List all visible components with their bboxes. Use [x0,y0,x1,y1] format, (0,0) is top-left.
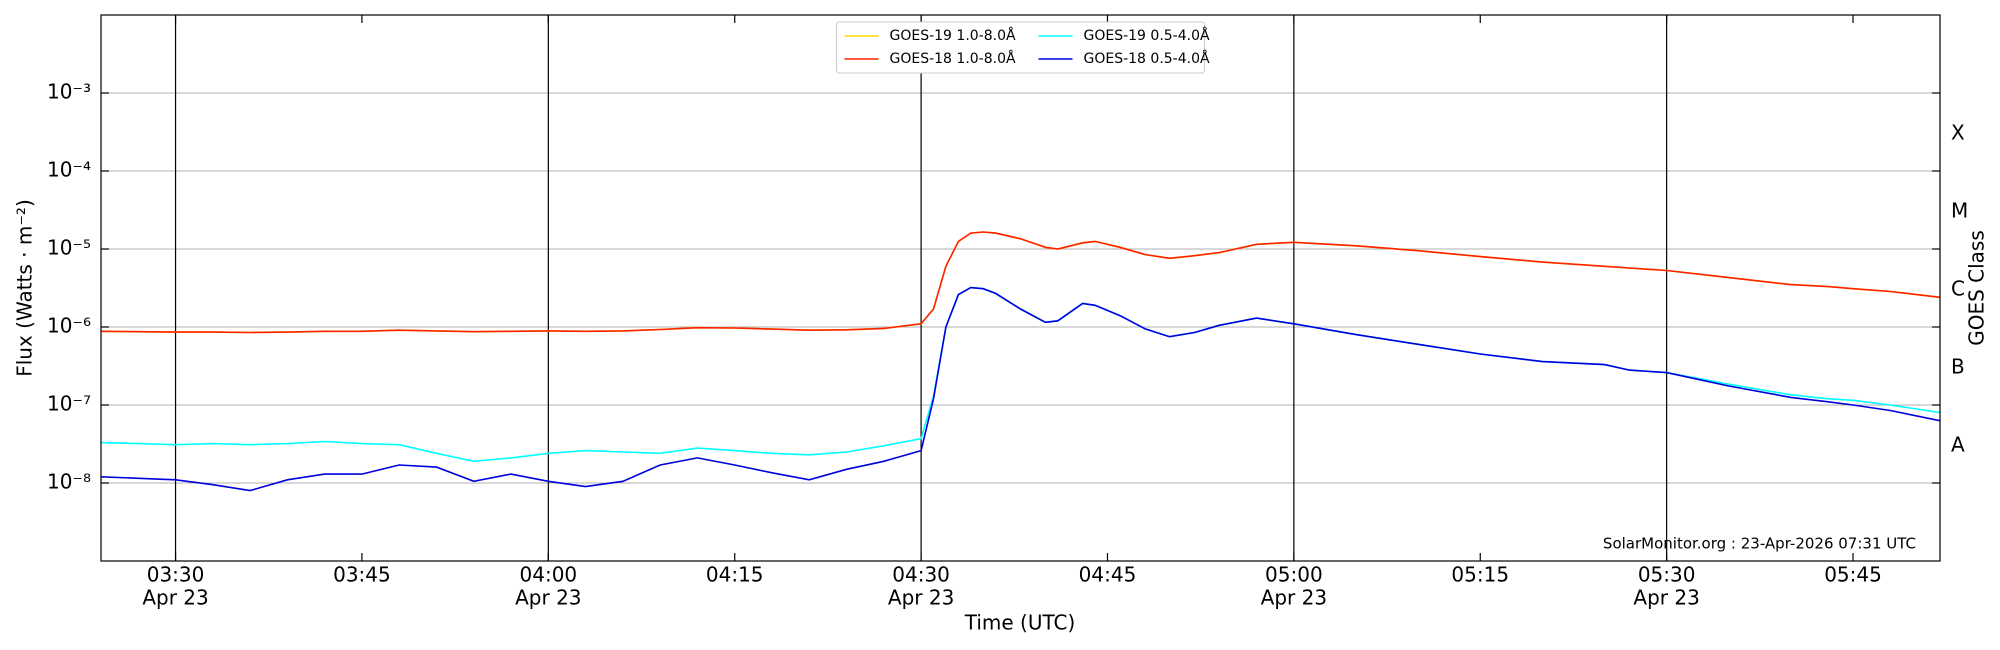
plot-frame [100,14,1941,562]
series-line [100,286,1941,463]
x-tick-label: 03:30 [147,563,205,587]
legend-box [836,21,1205,74]
x-tick-label: 03:45 [333,563,391,587]
x-tick-label: 05:00 [1265,563,1323,587]
y2-tick-label: A [1951,432,1965,456]
x-tick-label: 05:45 [1824,563,1882,587]
y-tick-label: 10⁻⁵ [47,236,91,260]
footer: SolarMonitor.org : 23-Apr-2026 07:31 UTC [1603,535,1916,553]
y-tick-label: 10⁻⁶ [47,314,91,338]
legend-label: GOES-18 1.0-8.0Å [890,50,1016,67]
y-tick-label: 10⁻³ [47,80,91,104]
x-tick-label: 04:15 [706,563,764,587]
x-tick-label: 04:45 [1079,563,1137,587]
x-tick-label: 05:15 [1451,563,1509,587]
x-axis-label: Time (UTC) [964,611,1076,635]
y2-tick-label: B [1951,354,1965,378]
legend-label: GOES-19 0.5-4.0Å [1084,27,1210,44]
x-tick-date: Apr 23 [1633,586,1699,610]
x-tick-date: Apr 23 [1261,586,1327,610]
x-tick-label: 04:00 [520,563,578,587]
y2-axis-label: GOES Class [1965,230,1989,346]
y2-tick-label: M [1951,198,1968,222]
x-tick-date: Apr 23 [888,586,954,610]
y2-tick-label: X [1951,120,1965,144]
y-tick-label: 10⁻⁸ [47,470,91,494]
x-tick-date: Apr 23 [142,586,208,610]
y-tick-label: 10⁻⁴ [47,158,91,182]
y-tick-label: 10⁻⁷ [47,392,91,416]
legend-label: GOES-19 1.0-8.0Å [890,27,1016,44]
x-tick-label: 05:30 [1638,563,1696,587]
legend-label: GOES-18 0.5-4.0Å [1084,50,1210,67]
series-line [100,286,1941,492]
series-line [100,231,1941,334]
x-tick-label: 04:30 [892,563,950,587]
y2-tick-label: C [1951,276,1965,300]
y-axis-label: Flux (Watts · m⁻²) [13,199,37,377]
x-tick-date: Apr 23 [515,586,581,610]
series-line [100,231,1941,334]
